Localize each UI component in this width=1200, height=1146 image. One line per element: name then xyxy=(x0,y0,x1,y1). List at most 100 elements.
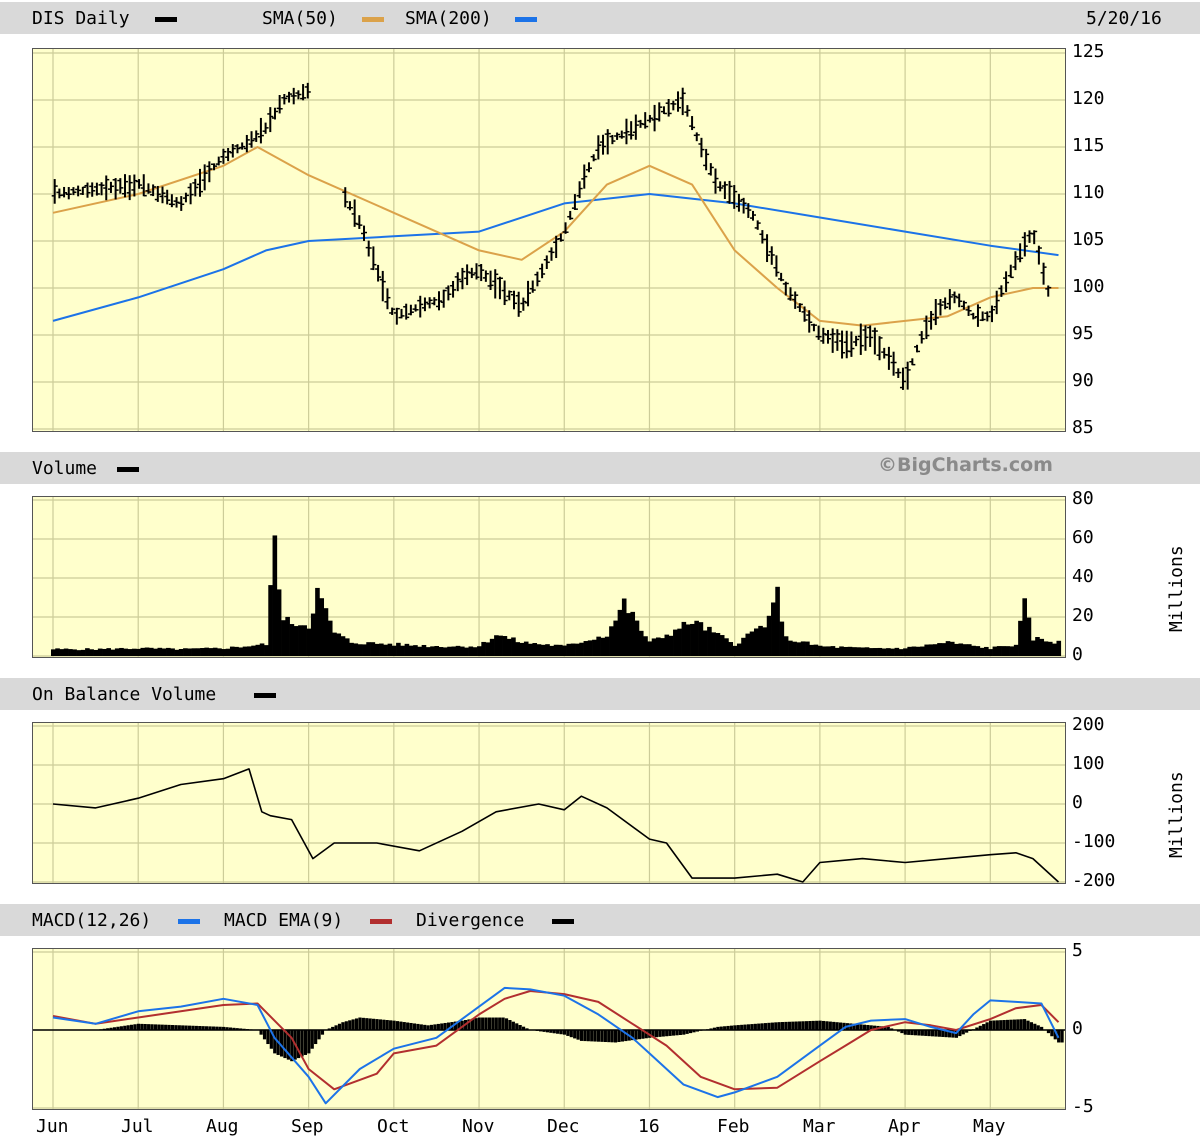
divergence-bar xyxy=(157,1024,161,1030)
volume-bar xyxy=(349,642,354,656)
volume-bar xyxy=(93,649,99,656)
macd-y-tick-label: 0 xyxy=(1072,1018,1083,1039)
divergence-bar xyxy=(511,1021,515,1030)
price-y-tick-label: 105 xyxy=(1072,229,1105,250)
volume-bar xyxy=(954,643,959,656)
volume-bar xyxy=(519,642,525,656)
divergence-bar xyxy=(371,1018,376,1030)
divergence-bar xyxy=(859,1024,863,1030)
volume-bar xyxy=(996,646,1002,656)
volume-bar xyxy=(698,622,704,656)
divergence-bar xyxy=(123,1025,127,1030)
x-axis-month-label: Jul xyxy=(121,1116,154,1137)
divergence-bar xyxy=(300,1030,304,1057)
volume-bar xyxy=(903,648,908,656)
volume-bar xyxy=(51,649,56,656)
volume-bar xyxy=(570,643,576,656)
volume-bar xyxy=(860,647,866,656)
volume-bar xyxy=(119,647,124,656)
divergence-bar xyxy=(484,1017,488,1030)
divergence-bar xyxy=(460,1020,464,1030)
divergence-bar xyxy=(869,1025,873,1030)
volume-y-tick-label: 60 xyxy=(1072,527,1094,548)
divergence-bar xyxy=(988,1020,993,1030)
divergence-bar xyxy=(402,1022,406,1030)
divergence-bar xyxy=(855,1024,860,1030)
ema-legend-swatch xyxy=(370,919,392,924)
volume-bar xyxy=(391,645,397,656)
divergence-bar xyxy=(801,1021,805,1030)
divergence-bar xyxy=(661,1030,665,1037)
volume-bar xyxy=(1022,598,1027,656)
volume-bar xyxy=(319,598,325,656)
divergence-bar xyxy=(368,1018,372,1030)
divergence-bar xyxy=(576,1030,580,1040)
divergence-bar xyxy=(491,1017,495,1030)
volume-bar xyxy=(481,641,486,656)
volume-bar xyxy=(949,641,955,656)
divergence-bar xyxy=(873,1025,877,1030)
volume-bar xyxy=(153,648,158,656)
divergence-bar xyxy=(665,1030,669,1037)
divergence-bar xyxy=(999,1020,1003,1030)
volume-bar xyxy=(745,633,751,656)
divergence-bar xyxy=(201,1026,205,1030)
volume-bar xyxy=(613,620,618,656)
divergence-bar xyxy=(688,1030,693,1034)
divergence-bar xyxy=(279,1030,284,1057)
volume-bar xyxy=(898,649,904,656)
divergence-bar xyxy=(191,1025,195,1030)
volume-bar xyxy=(89,649,94,656)
divergence-bar xyxy=(828,1021,832,1030)
divergence-bar xyxy=(692,1030,696,1033)
volume-bar xyxy=(59,649,65,656)
divergence-bar xyxy=(150,1024,154,1030)
divergence-bar xyxy=(743,1024,747,1030)
divergence-bar xyxy=(723,1026,727,1030)
divergence-bar xyxy=(791,1021,795,1030)
volume-bar xyxy=(191,648,197,656)
divergence-bar xyxy=(129,1024,134,1030)
obv-y-tick-label: -100 xyxy=(1072,831,1116,852)
divergence-bar xyxy=(177,1025,181,1030)
divergence-bar xyxy=(474,1018,478,1030)
volume-bar xyxy=(323,608,329,656)
volume-bar xyxy=(336,633,342,656)
volume-bar xyxy=(332,632,337,656)
divergence-bar xyxy=(351,1019,355,1030)
divergence-bar xyxy=(354,1018,359,1030)
divergence-bar xyxy=(838,1022,843,1030)
price-y-tick-label: 95 xyxy=(1072,323,1094,344)
divergence-bar xyxy=(644,1030,648,1039)
volume-bar xyxy=(638,630,644,656)
volume-bar xyxy=(498,635,503,656)
obv-y-tick-label: 100 xyxy=(1072,753,1105,774)
divergence-bar xyxy=(508,1020,512,1030)
divergence-bar xyxy=(140,1023,144,1030)
divergence-bar xyxy=(208,1026,212,1030)
x-axis-month-label: Dec xyxy=(547,1116,580,1137)
volume-bar xyxy=(285,616,290,656)
divergence-bar xyxy=(1012,1019,1016,1030)
volume-bar xyxy=(536,644,542,656)
volume-bar xyxy=(1018,620,1023,656)
volume-bar xyxy=(85,648,90,656)
volume-bar xyxy=(396,642,401,656)
divergence-bar xyxy=(395,1021,400,1030)
volume-bar xyxy=(664,634,670,656)
volume-bar xyxy=(915,646,921,656)
divergence-bar xyxy=(273,1030,277,1054)
divergence-bar xyxy=(842,1022,846,1030)
divergence-bar xyxy=(436,1023,440,1030)
volume-bar xyxy=(562,645,567,656)
divergence-bar xyxy=(262,1030,267,1040)
divergence-bar xyxy=(770,1022,774,1030)
obv-y-tick-label: -200 xyxy=(1072,870,1116,891)
divergence-bar xyxy=(361,1017,365,1030)
volume-bar xyxy=(711,632,716,656)
macd-chart-svg xyxy=(33,949,1065,1109)
divergence-bar xyxy=(320,1030,325,1035)
divergence-bar xyxy=(470,1018,475,1030)
divergence-bar xyxy=(215,1026,219,1030)
divergence-bar xyxy=(634,1030,638,1040)
